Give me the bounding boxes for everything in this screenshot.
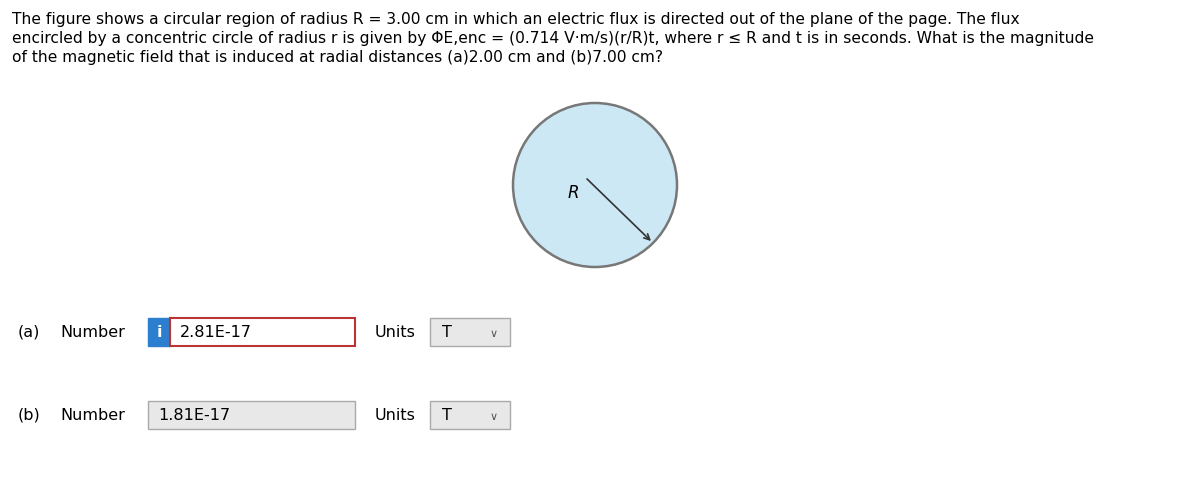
Text: (a): (a) [18,325,41,339]
Text: Units: Units [374,408,416,422]
Text: ∨: ∨ [490,412,498,422]
Ellipse shape [514,103,677,267]
Text: encircled by a concentric circle of radius r is given by ΦE,enc = (0.714 V·m/s)(: encircled by a concentric circle of radi… [12,31,1094,46]
FancyBboxPatch shape [148,401,355,429]
FancyBboxPatch shape [430,318,510,346]
Text: of the magnetic field that is induced at radial distances (a)2.00 cm and (b)7.00: of the magnetic field that is induced at… [12,50,664,65]
Text: 1.81E-17: 1.81E-17 [158,408,230,422]
Text: T: T [442,408,452,422]
Text: T: T [442,325,452,339]
Text: (b): (b) [18,408,41,422]
Text: i: i [156,325,162,339]
FancyBboxPatch shape [430,401,510,429]
Text: Number: Number [60,408,125,422]
Text: Number: Number [60,325,125,339]
Text: R: R [568,184,578,202]
Text: 2.81E-17: 2.81E-17 [180,325,252,339]
Text: ∨: ∨ [490,329,498,339]
Text: Units: Units [374,325,416,339]
FancyBboxPatch shape [148,318,170,346]
FancyBboxPatch shape [170,318,355,346]
Text: The figure shows a circular region of radius R = 3.00 cm in which an electric fl: The figure shows a circular region of ra… [12,12,1020,27]
